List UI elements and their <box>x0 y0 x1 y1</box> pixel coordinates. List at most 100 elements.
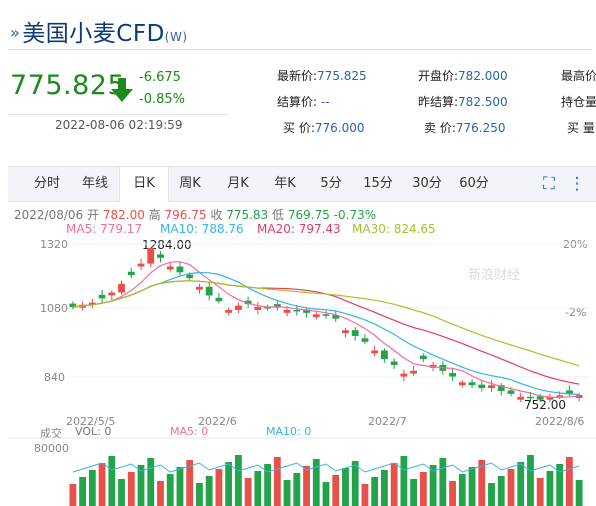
volume-ma-line <box>72 462 580 473</box>
volume-bar <box>546 471 554 506</box>
volume-bar <box>556 464 564 506</box>
candle-body <box>312 314 320 318</box>
volume-bar <box>488 483 495 506</box>
ma20-label: MA20: 797.43 <box>257 222 341 236</box>
ma30-line <box>72 280 580 367</box>
volume-bar <box>468 467 476 506</box>
vol-ma5: MA5: 0 <box>170 425 209 438</box>
candle-body <box>69 303 77 308</box>
ma10-label: MA10: 788.76 <box>160 222 244 236</box>
volume-bar <box>497 476 505 506</box>
volume-bar <box>108 456 116 506</box>
candle-body <box>527 396 534 399</box>
bid-price-field: 买 价:776.000 <box>283 121 365 135</box>
candle-body <box>293 309 301 312</box>
settle-price-field: 结算价: -- <box>277 95 330 109</box>
candle-body <box>332 315 340 319</box>
tab-weekly-k[interactable]: 周K <box>179 176 201 191</box>
fullscreen-icon[interactable]: ⛶ <box>543 174 555 194</box>
quote-time: 2022-08-06 02:19:59 <box>55 118 183 132</box>
volume-bar <box>575 480 583 506</box>
more-icon[interactable]: ⋮ <box>568 174 586 194</box>
candle-body <box>234 305 242 310</box>
volume-bar <box>225 462 233 506</box>
volume-bar <box>147 458 155 506</box>
volume-bar <box>390 463 398 506</box>
candle-body <box>225 309 233 313</box>
volume-bar <box>166 474 174 506</box>
price-change-pct: -0.85% <box>139 92 185 107</box>
volume-bar <box>293 473 301 506</box>
volume-bar <box>205 476 213 506</box>
tab-yearline[interactable]: 年线 <box>81 176 108 191</box>
candle-body <box>273 304 281 308</box>
period-tab-bar: 分时 年线 日K 周K 月K 年K 5分 15分 30分 60分 ⛶ ⋮ <box>8 166 596 202</box>
volume-bar <box>449 481 456 506</box>
volume-bar <box>517 462 525 506</box>
open-price-field: 开盘价:782.000 <box>418 69 508 83</box>
volume-bar <box>527 455 534 506</box>
volume-bar <box>332 475 340 506</box>
tab-30min[interactable]: 30分 <box>412 176 442 191</box>
candle-body <box>147 248 155 264</box>
volume-bar <box>458 474 466 506</box>
volume-bar <box>410 479 418 506</box>
ma5-line <box>72 261 580 399</box>
candle-body <box>507 390 515 394</box>
volume-bar <box>215 469 223 506</box>
title-text: 美国小麦CFD <box>22 21 165 47</box>
ohlc-high: 796.75 <box>164 208 207 222</box>
candle-body <box>400 373 408 377</box>
candle-body <box>556 395 564 397</box>
candle-body <box>488 385 495 389</box>
candle-body <box>517 396 525 400</box>
candle-body <box>410 370 418 374</box>
volume-label: 成交 <box>40 427 62 440</box>
volume-bar <box>419 472 427 506</box>
candle-body <box>254 307 262 310</box>
candle-body <box>536 396 544 400</box>
volume-bar <box>429 465 437 506</box>
tab-15min[interactable]: 15分 <box>363 176 393 191</box>
candle-body <box>186 274 194 279</box>
volume-bar <box>186 460 194 506</box>
high-price-field: 最高价 <box>561 69 596 83</box>
volume-bar <box>283 480 291 506</box>
ohlc-info: 2022/08/06 开 782.00 高 796.75 收 775.83 低 … <box>14 208 377 222</box>
y-label-1080: 1080 <box>40 302 68 315</box>
volume-bar <box>244 478 252 506</box>
tab-60min[interactable]: 60分 <box>459 176 489 191</box>
ohlc-date: 2022/08/06 <box>14 208 84 222</box>
candle-body <box>468 382 476 386</box>
tab-5min[interactable]: 5分 <box>320 176 342 191</box>
candle-body <box>565 390 573 394</box>
candle-body <box>381 350 388 360</box>
tab-daily-k[interactable]: 日K <box>119 167 169 202</box>
price-change: -6.675 <box>139 70 181 85</box>
vol-ma10: MA10: 0 <box>266 425 312 438</box>
candle-body <box>215 297 223 302</box>
open-interest-field: 持仓量 <box>561 95 596 109</box>
chevron-icon: » <box>10 23 21 42</box>
candle-body <box>449 373 456 377</box>
latest-price-field: 最新价:775.825 <box>277 69 367 83</box>
min-price-label: 752.00 <box>524 398 566 412</box>
volume-bar <box>254 471 262 506</box>
watermark: 新浪财经 <box>468 268 521 283</box>
volume-bar <box>351 461 359 506</box>
volume-bar <box>507 469 515 506</box>
volume-bar <box>273 457 281 506</box>
ask-price-field: 卖 价:776.250 <box>424 121 506 135</box>
tab-monthly-k[interactable]: 月K <box>227 176 249 191</box>
volume-bar <box>565 457 573 506</box>
tab-intraday[interactable]: 分时 <box>33 176 60 191</box>
candle-body <box>205 286 213 296</box>
candle-body <box>371 350 379 354</box>
y-label-840: 840 <box>44 371 65 384</box>
candle-body <box>88 302 96 305</box>
ma30-label: MA30: 824.65 <box>352 222 436 236</box>
candle-body <box>546 396 554 400</box>
tab-yearly-k[interactable]: 年K <box>274 176 296 191</box>
candle-body <box>458 382 466 386</box>
